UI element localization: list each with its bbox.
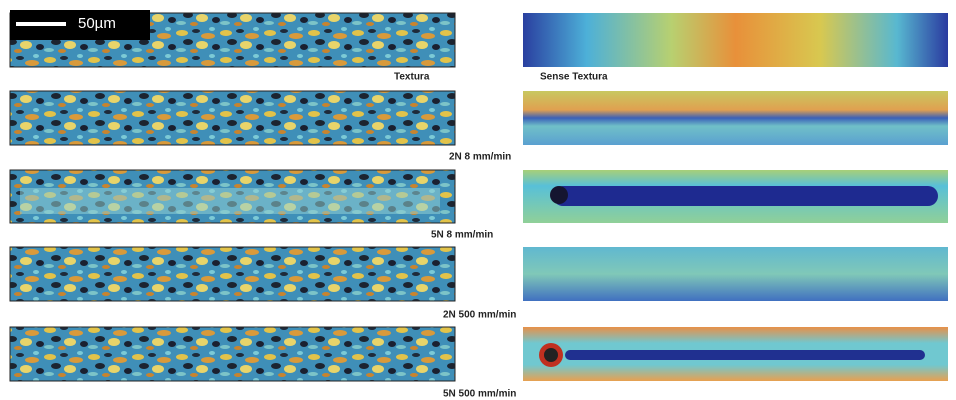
caption: 2N 500 mm/min — [443, 310, 516, 321]
image — [523, 13, 948, 67]
scale-line — [16, 22, 66, 26]
caption: 2N 8 mm/min — [449, 152, 511, 163]
track — [565, 350, 925, 360]
image — [523, 91, 948, 145]
figure: 50µm Textura Sense Textura 2N 8 mm/min 5… — [0, 0, 956, 400]
scale-label: 50µm — [78, 15, 116, 32]
track — [553, 186, 938, 206]
image — [10, 327, 455, 381]
caption: 5N 8 mm/min — [431, 230, 493, 241]
caption: Textura — [394, 72, 430, 83]
image — [10, 91, 455, 145]
map-panels — [523, 13, 948, 381]
image — [523, 247, 948, 301]
indent — [544, 348, 558, 362]
scratch-track — [20, 188, 440, 214]
caption: Sense Textura — [540, 72, 608, 83]
indent — [550, 186, 568, 204]
scale-bar: 50µm — [10, 10, 150, 40]
image — [10, 247, 455, 301]
caption: 5N 500 mm/min — [443, 389, 516, 400]
